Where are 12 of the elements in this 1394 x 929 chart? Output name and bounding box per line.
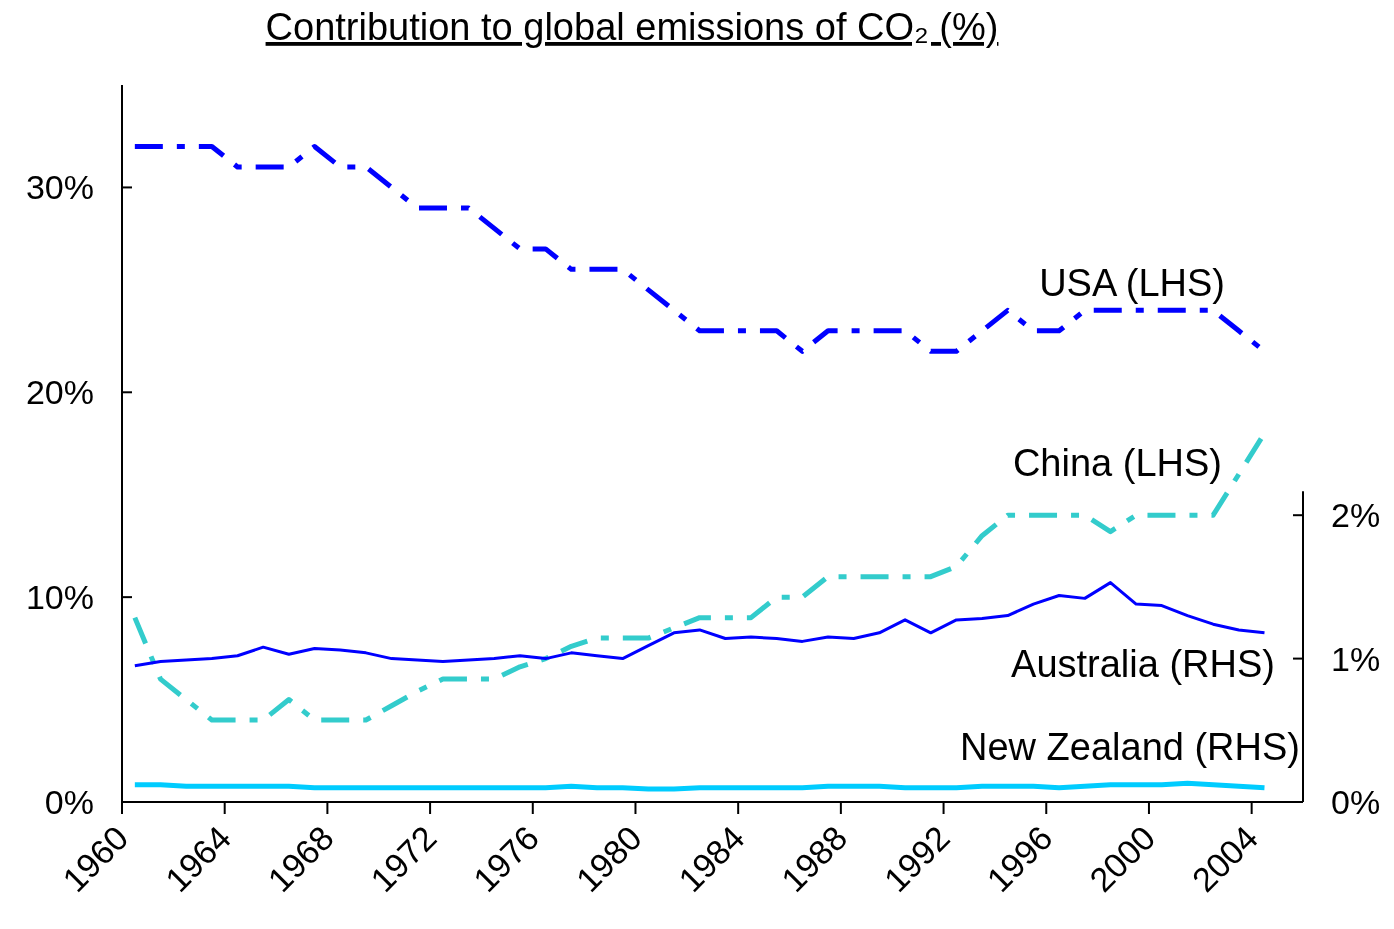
y2-tick-label: 0% <box>1331 782 1381 821</box>
y-tick-label: 20% <box>25 373 94 412</box>
chart-title: Contribution to global emissions of CO₂ (%) <box>265 6 999 48</box>
y-tick-label: 30% <box>25 168 94 207</box>
series-label: China (LHS) <box>1012 441 1222 484</box>
y2-tick-label: 1% <box>1331 639 1381 678</box>
series-label: Australia (RHS) <box>1011 642 1275 685</box>
y-tick-label: 0% <box>44 782 94 821</box>
y2-tick-label: 2% <box>1331 496 1381 535</box>
y-tick-label: 10% <box>25 578 94 617</box>
series-label: USA (LHS) <box>1039 262 1225 305</box>
series-label: New Zealand (RHS) <box>960 726 1300 768</box>
